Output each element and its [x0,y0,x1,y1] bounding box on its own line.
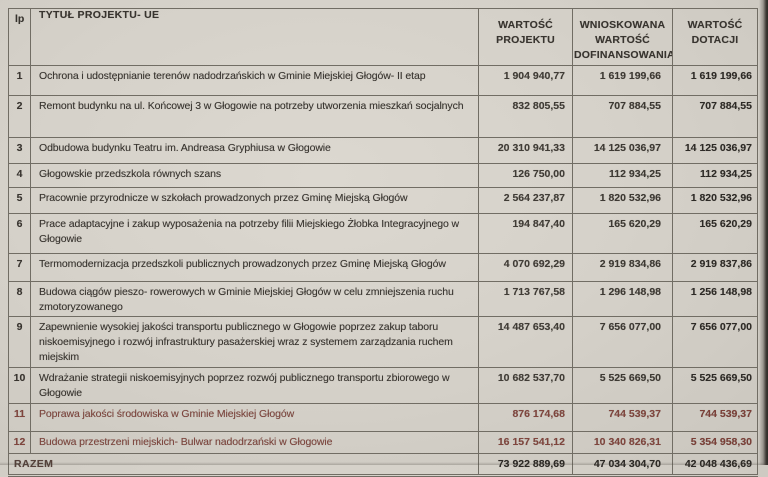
row-number: 2 [8,94,31,138]
header-grant: WARTOŚĆ DOTACJI [672,8,758,66]
row-number: 12 [8,431,31,454]
requested-value: 5 525 669,50 [572,367,673,404]
project-title: Budowa ciągów pieszo- rowerowych w Gmini… [30,280,479,318]
row-number: 7 [8,252,31,282]
project-title: Zapewnienie wysokiej jakości transportu … [30,316,479,369]
grant-value: 14 125 036,97 [672,136,758,164]
project-value: 20 310 941,33 [478,136,573,164]
project-value: 832 805,55 [478,94,573,138]
projects-table: lp TYTUŁ PROJEKTU- UE WARTOŚĆ PROJEKTU W… [8,8,758,477]
grant-value: 1 256 148,98 [672,280,758,318]
grant-value: 5 354 958,30 [672,431,758,454]
requested-value: 14 125 036,97 [572,136,673,164]
table-row: 8 Budowa ciągów pieszo- rowerowych w Gmin… [8,280,758,318]
project-value: 876 174,68 [478,403,573,432]
project-title: Prace adaptacyjne i zakup wyposażenia na… [30,212,479,254]
table-row: 12 Budowa przestrzeni miejskich- Bulwar n… [8,431,758,454]
grant-value: 7 656 077,00 [672,316,758,369]
row-number: 10 [8,367,31,404]
table-header-row: lp TYTUŁ PROJEKTU- UE WARTOŚĆ PROJEKTU W… [8,8,758,66]
table-row: 10 Wdrażanie strategii niskoemisyjnych po… [8,367,758,404]
project-title: Głogowskie przedszkola równych szans [30,162,479,188]
table-row: 1 Ochrona i udostępnianie terenów nadodrz… [8,64,758,96]
row-number: 9 [8,316,31,369]
table-row: 5 Pracownie przyrodnicze w szkołach prowa… [8,186,758,214]
table-row: 7 Termomodernizacja przedszkoli publiczny… [8,252,758,282]
table-row: 6 Prace adaptacyjne i zakup wyposażenia n… [8,212,758,254]
table-row: 2 Remont budynku na ul. Końcowej 3 w Głog… [8,94,758,138]
grant-value: 1 619 199,66 [672,64,758,96]
requested-value: 1 619 199,66 [572,64,673,96]
project-title: Poprawa jakości środowiska w Gminie Miej… [30,403,479,432]
project-title: Termomodernizacja przedszkoli publicznyc… [30,252,479,282]
grant-value: 707 884,55 [672,94,758,138]
requested-value: 7 656 077,00 [572,316,673,369]
table-row: 4 Głogowskie przedszkola równych szans 126… [8,162,758,188]
requested-value: 744 539,37 [572,403,673,432]
row-number: 4 [8,162,31,188]
requested-value: 112 934,25 [572,162,673,188]
project-title: Pracownie przyrodnicze w szkołach prowad… [30,186,479,214]
requested-value: 2 919 834,86 [572,252,673,282]
row-number: 11 [8,403,31,432]
project-title: Odbudowa budynku Teatru im. Andreasa Gry… [30,136,479,164]
grant-value: 1 820 532,96 [672,186,758,214]
requested-value: 1 820 532,96 [572,186,673,214]
project-value: 4 070 692,29 [478,252,573,282]
row-number: 8 [8,280,31,318]
grant-value: 165 620,29 [672,212,758,254]
project-value: 14 487 653,40 [478,316,573,369]
project-value: 2 564 237,87 [478,186,573,214]
row-number: 3 [8,136,31,164]
project-value: 126 750,00 [478,162,573,188]
project-value: 1 713 767,58 [478,280,573,318]
grant-value: 112 934,25 [672,162,758,188]
photo-edge-right [759,0,768,465]
project-value: 1 904 940,77 [478,64,573,96]
project-title: Remont budynku na ul. Końcowej 3 w Głogo… [30,94,479,138]
row-number: 6 [8,212,31,254]
grant-value: 2 919 837,86 [672,252,758,282]
header-project-title: TYTUŁ PROJEKTU- UE [30,8,479,66]
requested-value: 1 296 148,98 [572,280,673,318]
project-title: Ochrona i udostępnianie terenów nadodrza… [30,64,479,96]
header-requested: WNIOSKOWANA WARTOŚĆ DOFINANSOWANIA [572,8,673,66]
table-row: 3 Odbudowa budynku Teatru im. Andreasa Gr… [8,136,758,164]
project-value: 16 157 541,12 [478,431,573,454]
grant-value: 5 525 669,50 [672,367,758,404]
project-title: Budowa przestrzeni miejskich- Bulwar nad… [30,431,479,454]
project-value: 194 847,40 [478,212,573,254]
requested-value: 707 884,55 [572,94,673,138]
row-number: 5 [8,186,31,214]
table-row: 9 Zapewnienie wysokiej jakości transportu… [8,316,758,369]
table-body: 1 Ochrona i udostępnianie terenów nadodrz… [8,64,758,454]
grant-value: 744 539,37 [672,403,758,432]
requested-value: 10 340 826,31 [572,431,673,454]
row-number: 1 [8,64,31,96]
table-row: 11 Poprawa jakości środowiska w Gminie Mi… [8,403,758,432]
project-value: 10 682 537,70 [478,367,573,404]
project-title: Wdrażanie strategii niskoemisyjnych popr… [30,367,479,404]
header-lp: lp [8,8,31,66]
requested-value: 165 620,29 [572,212,673,254]
header-project-value: WARTOŚĆ PROJEKTU [478,8,573,66]
